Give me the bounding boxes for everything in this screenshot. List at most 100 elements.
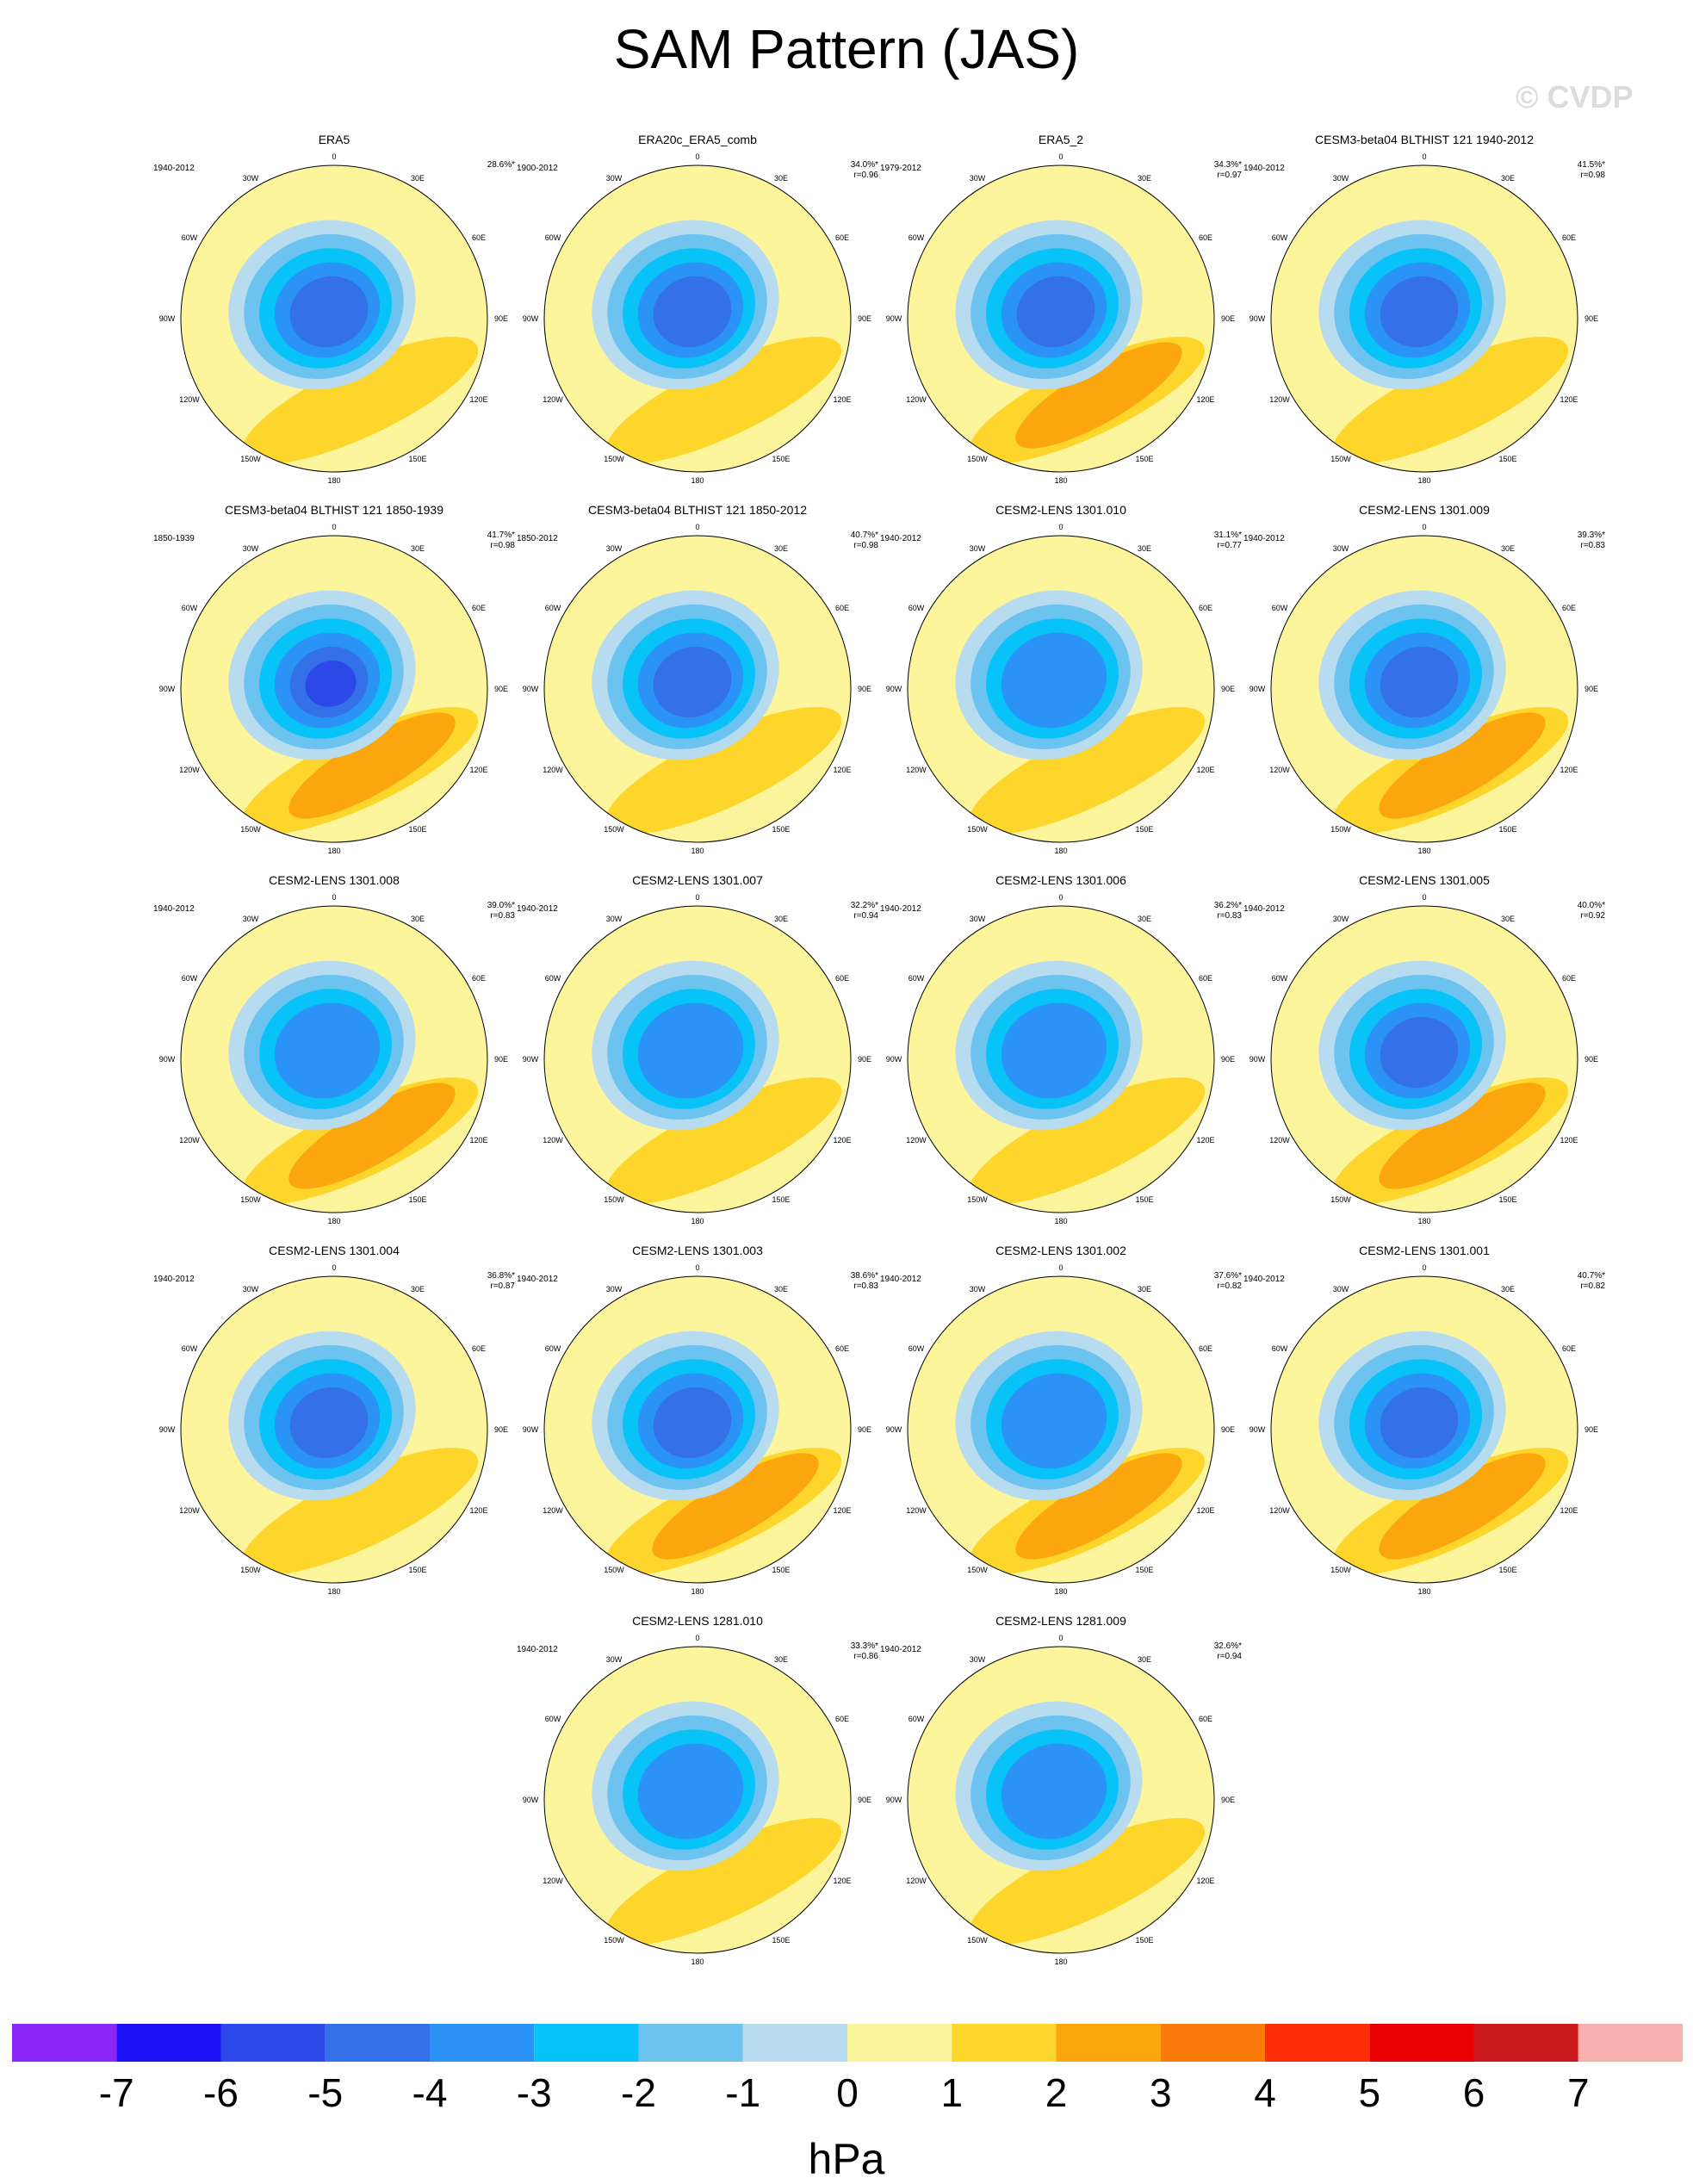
positive-anomaly-band (1379, 1453, 1546, 1560)
panel-variance-stats: 39.0%* r=0.83 (487, 901, 515, 921)
negative-anomaly-band (1001, 1002, 1107, 1099)
longitude-label: 180 (1417, 847, 1430, 855)
longitude-label: 60W (1272, 974, 1288, 983)
longitude-label: 180 (1054, 476, 1067, 485)
panel-period: 1940-2012 (517, 1275, 558, 1284)
longitude-label: 90W (1250, 314, 1266, 323)
longitude-label: 180 (691, 847, 704, 855)
polar-map: 0 30E 60E 90E 120E 150E 180 150W 120W 90W 60W 30W (523, 1263, 871, 1596)
longitude-label: 120E (1560, 1136, 1578, 1145)
negative-anomaly-band (653, 1387, 732, 1459)
longitude-label: 90W (523, 1425, 539, 1434)
longitude-label: 60E (472, 604, 486, 612)
negative-anomaly-band (1016, 276, 1095, 348)
longitude-label: 60E (835, 1715, 849, 1723)
longitude-label: 60W (545, 1344, 561, 1353)
longitude-label: 30W (970, 915, 986, 923)
longitude-label: 60E (472, 233, 486, 242)
longitude-label: 90W (159, 1055, 176, 1064)
panel-period: 1940-2012 (153, 1275, 195, 1284)
colorbar-tick-label: -5 (307, 2070, 343, 2115)
longitude-label: 150E (1135, 1566, 1153, 1574)
longitude-label: 60E (1199, 604, 1212, 612)
longitude-label: 150W (967, 455, 988, 463)
map-panel: 0 30E 60E 90E 120E 150E 180 150W 120W 90W 60W 30W CE… (1243, 1244, 1605, 1610)
longitude-label: 0 (695, 1263, 699, 1272)
map-panel: 0 30E 60E 90E 120E 150E 180 150W 120W 90W 60W 30W ER… (153, 133, 515, 499)
longitude-label: 30E (1138, 915, 1151, 923)
longitude-label: 60E (472, 1344, 486, 1353)
panel-variance-pct: 40.7%* (1577, 1271, 1605, 1281)
map-panel: 0 30E 60E 90E 120E 150E 180 150W 120W 90W 60W 30W CE… (153, 873, 515, 1240)
colorbar-tick-label: -6 (203, 2070, 239, 2115)
longitude-label: 150E (1135, 455, 1153, 463)
panel-variance-stats: 32.2%* r=0.94 (851, 901, 878, 921)
longitude-label: 150E (408, 455, 426, 463)
longitude-label: 0 (1058, 1263, 1063, 1272)
negative-anomaly-band (637, 1002, 744, 1099)
map-boundary (907, 1646, 1215, 1954)
longitude-label: 120E (833, 1877, 851, 1885)
longitude-label: 30W (243, 915, 259, 923)
panel-title: ERA20c_ERA5_comb (638, 133, 757, 146)
panel-variance-stats: 33.3%* r=0.86 (851, 1641, 878, 1662)
panel-correlation: r=0.83 (1580, 541, 1605, 550)
longitude-label: 150W (604, 825, 624, 834)
longitude-label: 30W (1333, 544, 1349, 553)
longitude-label: 0 (332, 1263, 336, 1272)
longitude-label: 90E (858, 1055, 871, 1064)
longitude-label: 120W (906, 1136, 927, 1145)
longitude-label: 0 (1422, 152, 1426, 161)
longitude-label: 150W (240, 825, 261, 834)
longitude-label: 60E (1199, 1344, 1212, 1353)
map-boundary (907, 1275, 1215, 1584)
longitude-label: 60W (182, 1344, 198, 1353)
longitude-label: 150W (1330, 1566, 1351, 1574)
map-boundary (1270, 535, 1578, 843)
panel-variance-stats: 28.6%* (487, 160, 515, 171)
panel-title: CESM2-LENS 1301.008 (269, 873, 400, 887)
longitude-label: 180 (1054, 1217, 1067, 1225)
map-panel: 0 30E 60E 90E 120E 150E 180 150W 120W 90W 60W 30W ER… (517, 133, 878, 499)
positive-anomaly-band (1379, 1083, 1546, 1189)
polar-map: 0 30E 60E 90E 120E 150E 180 150W 120W 90W 60W 30W (523, 523, 871, 855)
panel-variance-stats: 38.6%* r=0.83 (851, 1271, 878, 1292)
polar-map: 0 30E 60E 90E 120E 150E 180 150W 120W 90W 60W 30W (159, 893, 508, 1225)
longitude-label: 60W (545, 233, 561, 242)
longitude-label: 120W (1269, 1506, 1290, 1515)
panel-period: 1940-2012 (1243, 164, 1285, 173)
longitude-label: 150E (772, 455, 790, 463)
longitude-label: 60W (182, 604, 198, 612)
panel-period: 1940-2012 (1243, 1275, 1285, 1284)
colorbar-swatch (534, 2024, 639, 2062)
longitude-label: 150E (1498, 1566, 1516, 1574)
positive-anomaly-band (605, 707, 842, 835)
longitude-label: 120E (469, 1506, 487, 1515)
longitude-label: 150W (604, 1566, 624, 1574)
longitude-label: 30W (970, 1655, 986, 1664)
colorbar-tick-label: 3 (1150, 2070, 1172, 2115)
panel-variance-pct: 41.5%* (1577, 160, 1605, 170)
map-boundary (180, 905, 488, 1213)
longitude-label: 0 (332, 893, 336, 902)
negative-anomaly-band (1380, 646, 1459, 718)
negative-anomaly-band (1380, 1016, 1459, 1089)
longitude-label: 60E (1199, 233, 1212, 242)
positive-anomaly-band (605, 1077, 842, 1205)
polar-map: 0 30E 60E 90E 120E 150E 180 150W 120W 90W 60W 30W (1250, 1263, 1598, 1596)
longitude-label: 60W (182, 974, 198, 983)
colorbar-tick-label: -3 (517, 2070, 552, 2115)
panel-title: CESM2-LENS 1301.002 (995, 1244, 1126, 1257)
longitude-label: 60E (835, 233, 849, 242)
colorbar-swatch (742, 2024, 847, 2062)
longitude-label: 120W (543, 395, 563, 404)
panel-variance-stats: 36.2%* r=0.83 (1214, 901, 1242, 921)
longitude-label: 120E (1196, 395, 1214, 404)
longitude-label: 30E (774, 915, 788, 923)
longitude-label: 120E (469, 1136, 487, 1145)
positive-anomaly-band (1015, 1453, 1182, 1560)
panel-correlation: r=0.83 (853, 1281, 878, 1291)
longitude-label: 30E (1501, 174, 1515, 183)
longitude-label: 90E (494, 314, 508, 323)
map-boundary (543, 164, 852, 473)
